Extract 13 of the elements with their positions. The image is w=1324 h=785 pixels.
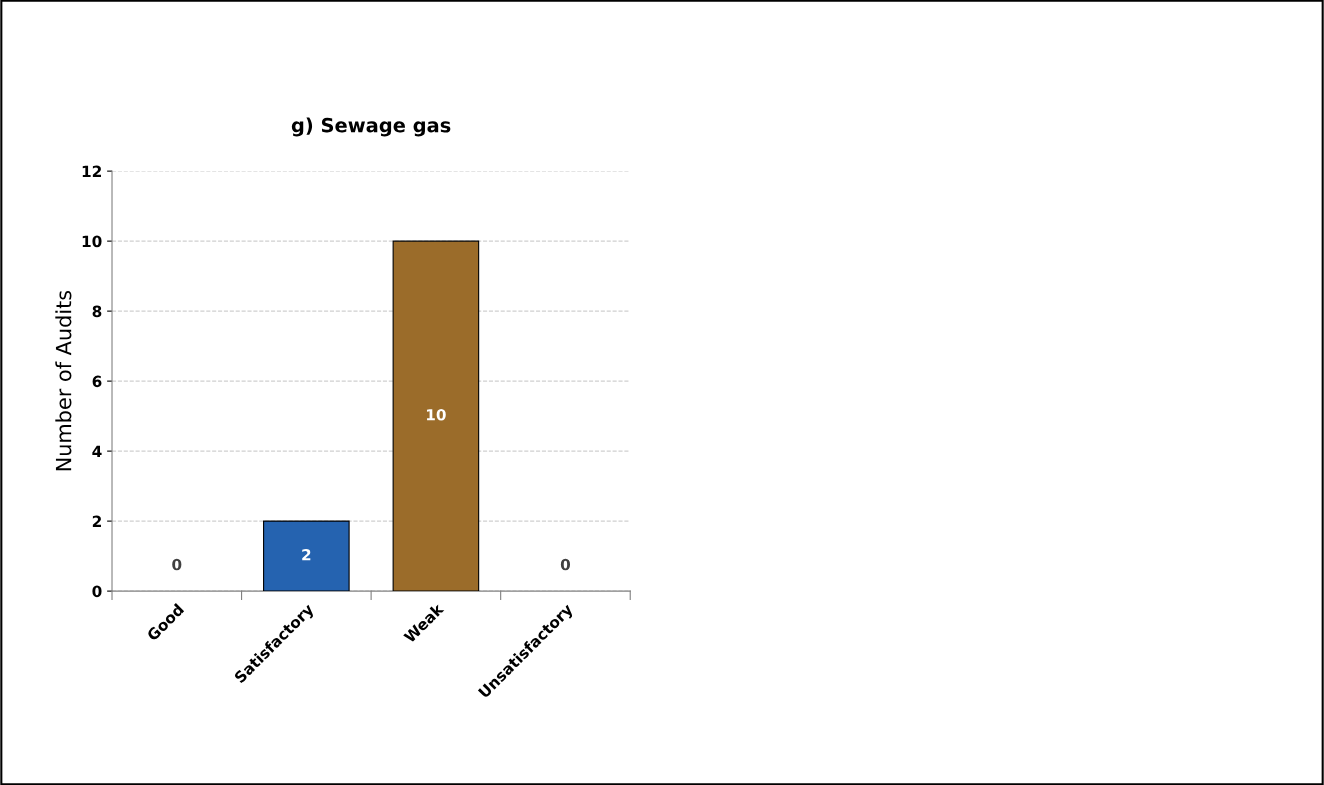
y-tick-label: 8 bbox=[92, 305, 102, 318]
y-tick-label: 2 bbox=[92, 515, 101, 527]
data-label: 2 bbox=[302, 548, 311, 561]
data-label: 0 bbox=[172, 558, 182, 571]
y-tick-label: 10 bbox=[82, 235, 102, 248]
y-tick-label: 0 bbox=[92, 585, 102, 598]
y-tick-label: 12 bbox=[82, 165, 101, 177]
y-tick-label: 4 bbox=[92, 445, 102, 457]
chart-title: g) Sewage gas bbox=[291, 117, 451, 137]
data-label: 10 bbox=[426, 408, 446, 421]
y-axis-title: Number of Audits bbox=[55, 290, 72, 471]
y-tick-label: 6 bbox=[92, 375, 102, 388]
data-label: 0 bbox=[560, 558, 571, 571]
